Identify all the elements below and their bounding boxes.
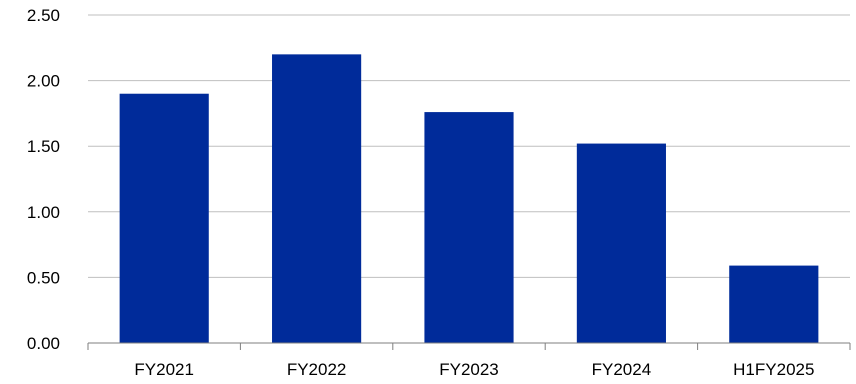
x-axis-tick-labels: FY2021 FY2022 FY2023 FY2024 H1FY2025 — [134, 360, 814, 379]
y-tick-label: 0.50 — [27, 268, 60, 287]
x-tick-label: FY2021 — [134, 360, 194, 379]
x-axis — [87, 342, 851, 350]
y-tick-label: 2.00 — [27, 72, 60, 91]
bar-fy2024 — [576, 143, 666, 343]
y-axis-tick-labels: 0.00 0.50 1.00 1.50 2.00 2.50 — [27, 6, 60, 353]
x-tick-label: H1FY2025 — [733, 360, 814, 379]
x-tick-label: FY2022 — [287, 360, 347, 379]
bar-h1fy2025 — [729, 265, 819, 343]
y-tick-label: 0.00 — [27, 334, 60, 353]
y-tick-label: 2.50 — [27, 6, 60, 25]
bar-fy2021 — [119, 93, 209, 343]
x-tick-label: FY2023 — [439, 360, 499, 379]
bar-fy2023 — [424, 112, 514, 343]
y-tick-label: 1.50 — [27, 137, 60, 156]
bar-fy2022 — [272, 54, 362, 344]
bars — [119, 54, 819, 344]
x-tick-label: FY2024 — [592, 360, 652, 379]
y-tick-label: 1.00 — [27, 203, 60, 222]
